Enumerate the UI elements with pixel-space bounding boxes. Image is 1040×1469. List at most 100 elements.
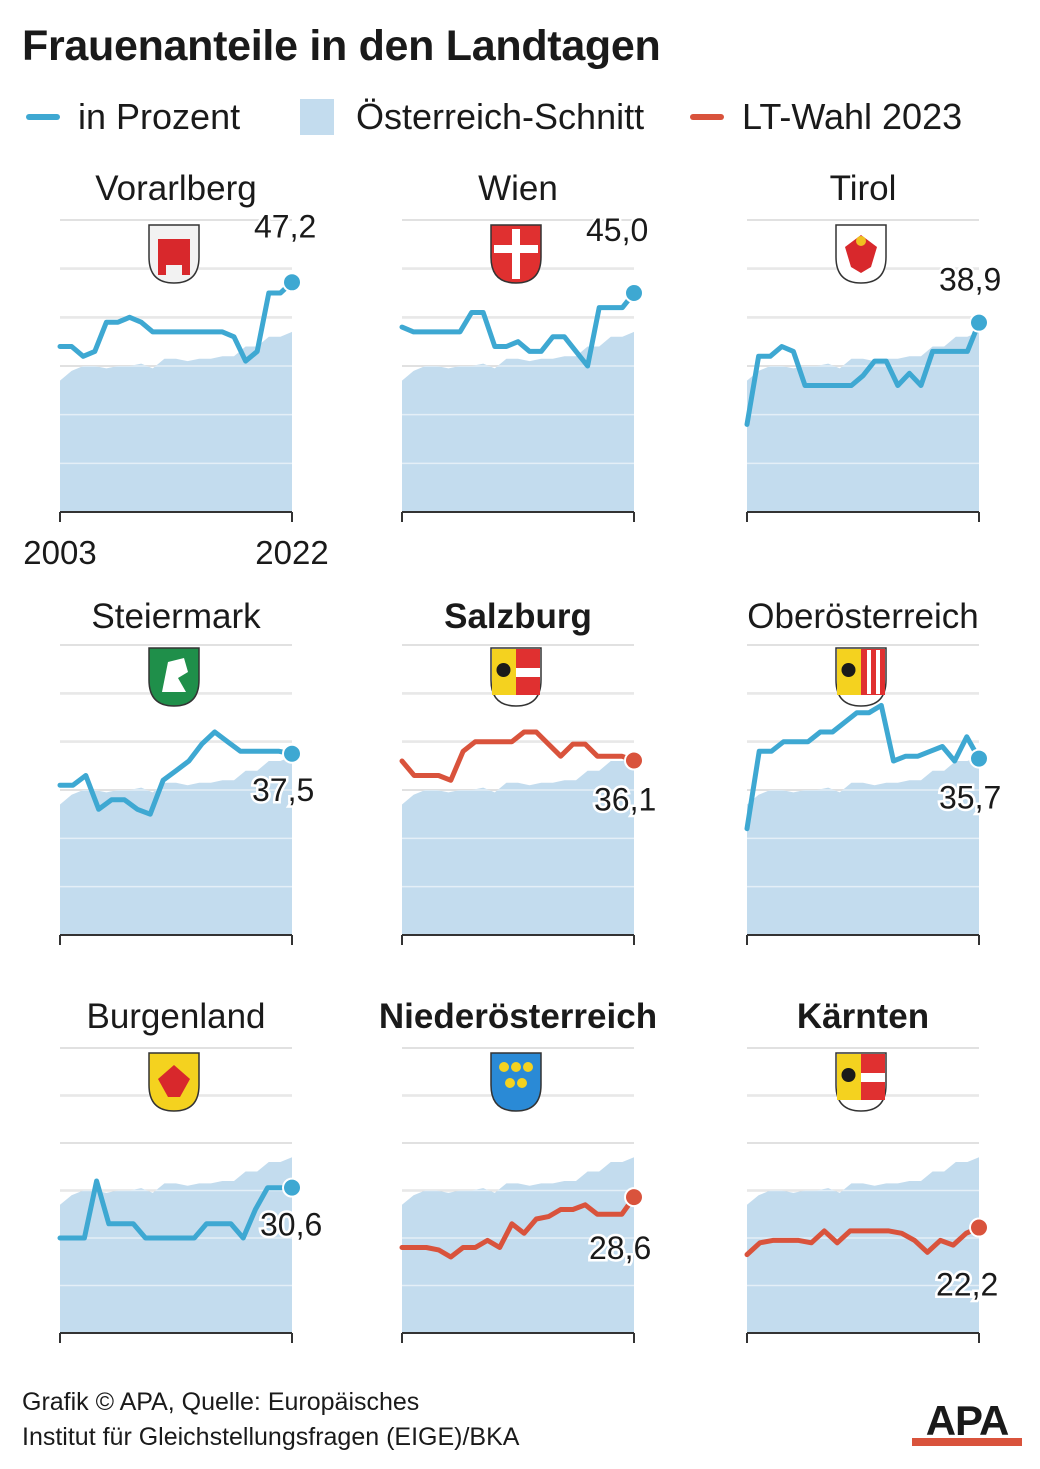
series-line <box>744 702 982 832</box>
panel-title: Kärnten <box>797 997 929 1036</box>
average-area <box>747 1157 979 1333</box>
legend-item-area: Österreich-Schnitt <box>300 96 644 138</box>
series-line <box>744 320 982 427</box>
salzburg-coat-of-arms-icon <box>490 647 542 707</box>
emblem-eagle <box>505 1078 515 1088</box>
end-point <box>969 312 989 333</box>
chart-title: Frauenanteile in den Landtagen <box>22 22 661 70</box>
average-area <box>402 331 634 512</box>
emblem-figure <box>841 1068 856 1082</box>
series-line <box>744 1225 982 1258</box>
value-label: 45,0 <box>586 212 648 248</box>
average-area <box>60 331 292 512</box>
end-point <box>624 283 644 303</box>
end-point <box>282 1177 302 1198</box>
emblem-figure <box>841 663 856 677</box>
emblem-eagle <box>517 1078 527 1088</box>
end-point <box>624 750 644 771</box>
emblem-eagle <box>523 1062 533 1072</box>
end-point <box>969 748 989 769</box>
emblem-eagle <box>845 235 877 273</box>
end-point <box>282 272 302 293</box>
legend-line-swatch <box>26 114 60 120</box>
series-line <box>57 279 295 364</box>
value-label: 28,6 <box>589 1230 651 1266</box>
apa-logo-text: APA <box>926 1400 1009 1444</box>
end-point <box>282 743 302 764</box>
panel-steiermark: 37,5 Steiermark <box>57 597 317 945</box>
emblem-eagle <box>158 1065 190 1097</box>
panel-title: Niederösterreich <box>379 997 657 1036</box>
emblem-pale <box>876 650 880 694</box>
value-label: 30,6 <box>260 1207 322 1243</box>
emblem-banner-tail <box>182 265 190 275</box>
source-note: Grafik © APA, Quelle: Europäisches Insti… <box>22 1385 519 1455</box>
legend-item-election: LT-Wahl 2023 <box>690 96 962 138</box>
panel-wien: 45,0 Wien <box>399 169 651 522</box>
source-line-1: Grafik © APA, Quelle: Europäisches <box>22 1388 420 1416</box>
x-tick-label-end: 2022 <box>255 534 328 571</box>
value-label: 37,5 <box>252 772 314 808</box>
panel-burgenland: 30,6 Burgenland <box>57 997 325 1343</box>
average-area <box>402 1157 634 1333</box>
end-point <box>624 1187 644 1208</box>
panel-title: Wien <box>478 169 558 208</box>
panel-salzburg: 36,1 Salzburg <box>399 597 659 945</box>
average-area <box>60 1157 292 1333</box>
panel-title: Oberösterreich <box>747 597 978 636</box>
value-label: 47,2 <box>254 208 316 244</box>
legend-item-line: in Prozent <box>26 96 240 138</box>
end-point <box>969 1217 989 1238</box>
styria-panther-coat-of-arms-icon <box>148 647 200 707</box>
series-line <box>399 290 637 369</box>
panel-title: Steiermark <box>91 597 261 636</box>
vienna-coat-of-arms-icon <box>490 224 542 284</box>
emblem-pale <box>867 650 871 694</box>
panel-kärnten: 22,2 Kärnten <box>744 997 1001 1343</box>
legend-area-swatch <box>300 99 334 135</box>
average-area <box>402 756 634 935</box>
panel-title: Salzburg <box>444 597 592 636</box>
apa-logo: APA <box>912 1400 1022 1446</box>
panel-oberösterreich: 35,7 Oberösterreich <box>744 597 1004 945</box>
emblem-right-field <box>861 649 885 695</box>
value-label: 36,1 <box>594 782 656 818</box>
lower-austria-eagles-coat-of-arms-icon <box>490 1052 542 1112</box>
series-line <box>57 729 295 817</box>
average-area <box>747 756 979 935</box>
series-line <box>399 1194 637 1260</box>
panel-title: Tirol <box>830 169 897 208</box>
burgenland-coat-of-arms-icon <box>148 1052 200 1112</box>
value-label: 35,7 <box>939 780 1001 816</box>
panel-title: Burgenland <box>86 997 265 1036</box>
average-area <box>747 331 979 512</box>
series-line <box>399 729 637 783</box>
panel-niederösterreich: 28,6 Niederösterreich <box>379 997 657 1343</box>
value-label: 22,2 <box>936 1267 998 1303</box>
legend-area-label: Österreich-Schnitt <box>356 96 645 137</box>
tyrol-eagle-coat-of-arms-icon <box>835 224 887 284</box>
emblem-cross-vertical <box>512 229 520 279</box>
upper-austria-coat-of-arms-icon <box>835 647 887 707</box>
vorarlberg-coat-of-arms-icon <box>148 224 200 284</box>
x-tick-label-start: 2003 <box>23 534 96 571</box>
legend-election-swatch <box>690 114 724 120</box>
emblem-banner-tail <box>158 265 166 275</box>
emblem-eagle <box>499 1062 509 1072</box>
legend-line-label: in Prozent <box>78 96 241 137</box>
emblem-crown <box>856 236 866 246</box>
emblem-banner <box>158 239 190 265</box>
emblem-fess <box>516 668 540 677</box>
panel-tirol: 38,9 Tirol <box>744 169 1004 522</box>
emblem-fess <box>861 1073 885 1082</box>
legend-election-label: LT-Wahl 2023 <box>742 96 963 137</box>
emblem-shield <box>490 1052 542 1112</box>
value-label: 38,9 <box>939 262 1001 298</box>
panel-title: Vorarlberg <box>95 169 256 208</box>
apa-logo-bar <box>912 1438 1022 1446</box>
emblem-figure <box>496 663 511 677</box>
source-line-2: Institut für Gleichstellungsfragen (EIGE… <box>22 1423 520 1451</box>
emblem-panther <box>162 658 188 692</box>
